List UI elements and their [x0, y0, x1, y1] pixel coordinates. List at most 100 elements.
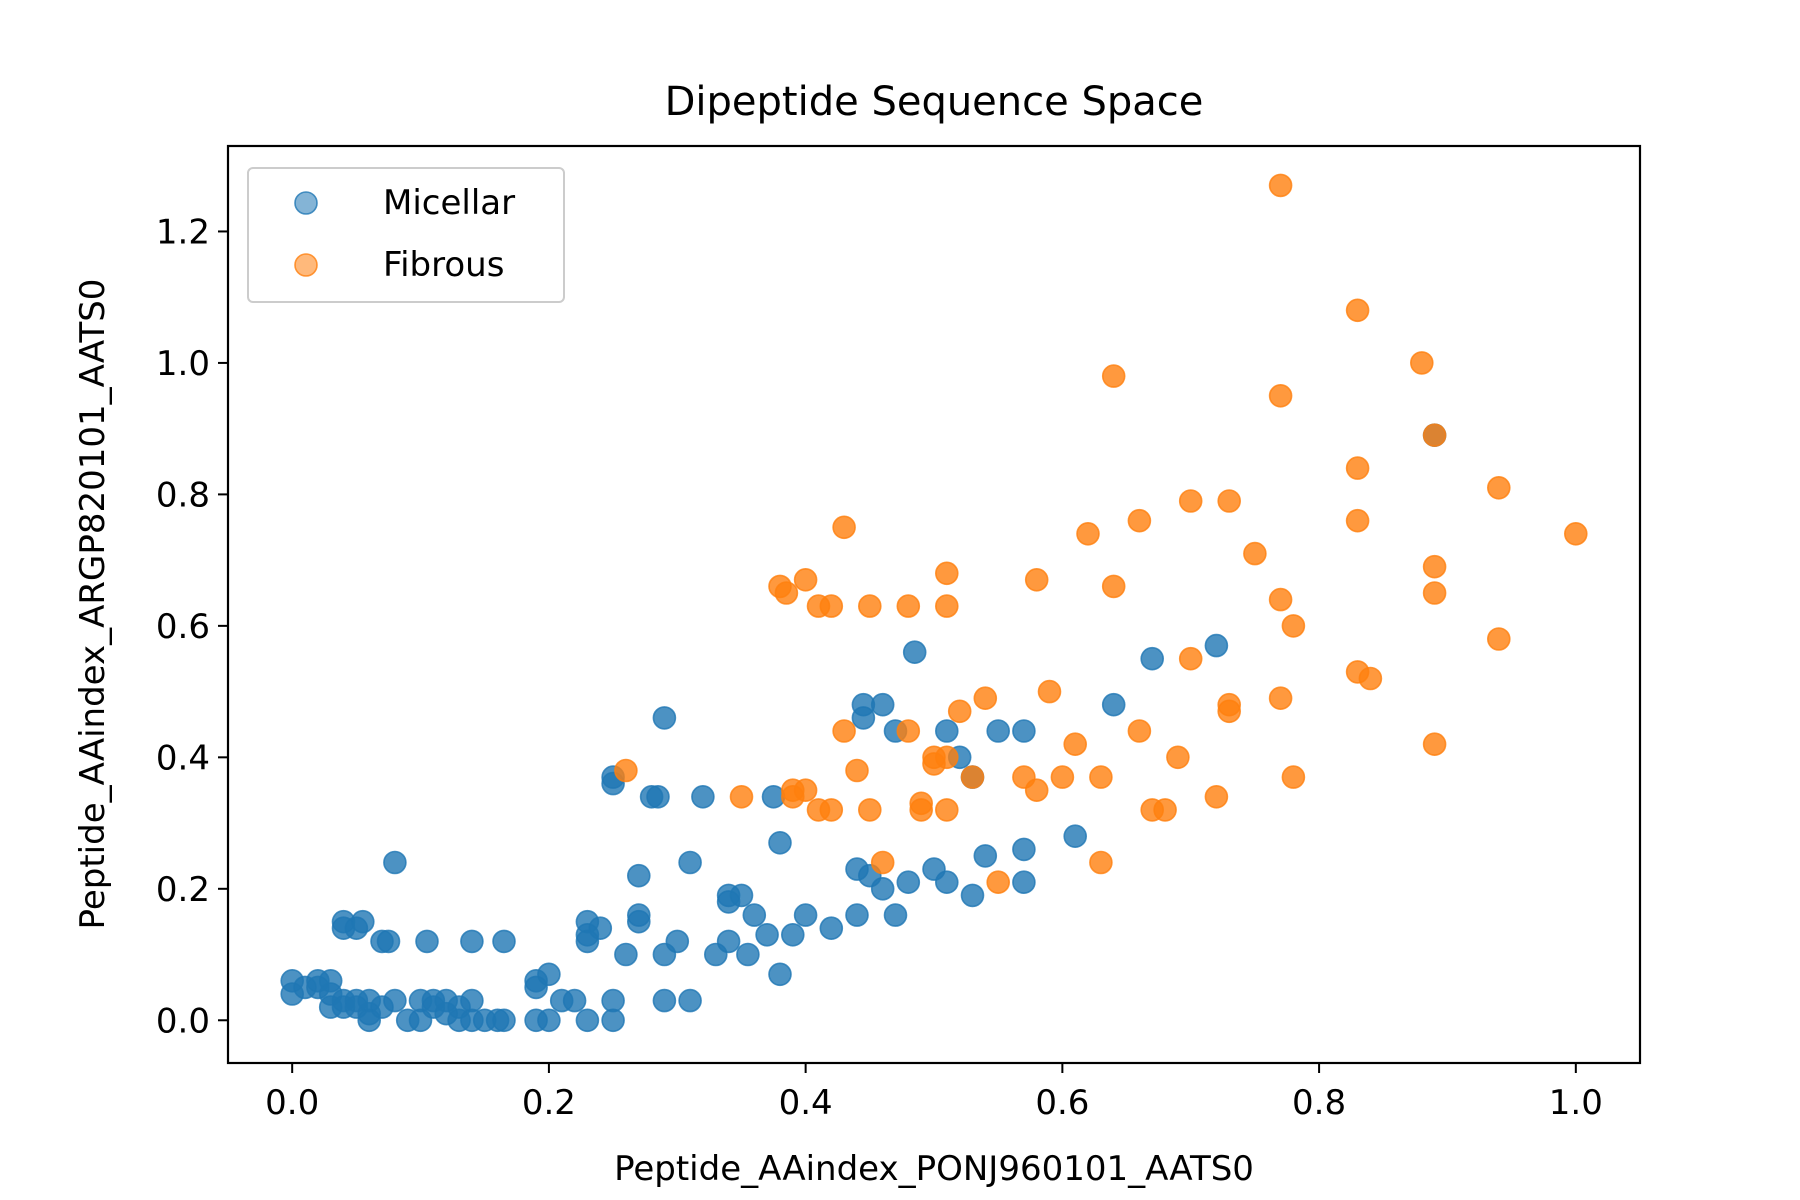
point-fibrous-17	[870, 850, 895, 875]
point-fibrous-51	[1217, 489, 1241, 513]
point-fibrous-42	[1101, 574, 1126, 599]
point-micellar-47	[562, 988, 587, 1013]
point-fibrous-40	[1089, 850, 1113, 875]
y-tick-label: 0.8	[156, 475, 210, 515]
point-fibrous-59	[1281, 614, 1306, 638]
legend-marker-micellar	[294, 191, 318, 215]
point-fibrous-26	[934, 745, 959, 770]
point-micellar-53	[601, 1008, 625, 1033]
point-micellar-35	[460, 988, 484, 1013]
point-micellar-60	[626, 903, 651, 927]
point-fibrous-3	[774, 581, 799, 605]
point-fibrous-39	[1089, 765, 1113, 789]
point-micellar-62	[646, 784, 670, 809]
x-tick-label: 1.0	[1549, 1083, 1603, 1123]
y-tick-label: 0.4	[156, 738, 210, 778]
point-fibrous-13	[832, 719, 856, 743]
point-fibrous-25	[934, 594, 959, 618]
point-micellar-81	[780, 922, 805, 947]
point-fibrous-30	[973, 686, 998, 711]
point-micellar-52	[588, 916, 613, 941]
point-fibrous-47	[1166, 745, 1190, 770]
legend-label-micellar: Micellar	[383, 183, 515, 223]
point-fibrous-49	[1178, 646, 1203, 671]
point-fibrous-11	[819, 798, 844, 822]
point-micellar-108	[1140, 646, 1164, 671]
point-fibrous-36	[1050, 765, 1075, 789]
point-micellar-102	[986, 719, 1011, 743]
point-micellar-77	[755, 922, 779, 947]
point-micellar-73	[716, 929, 741, 954]
point-micellar-66	[665, 929, 690, 954]
point-fibrous-72	[1487, 627, 1511, 651]
y-tick-label: 1.0	[156, 344, 210, 384]
point-fibrous-35	[1037, 679, 1062, 704]
point-fibrous-48	[1178, 489, 1203, 513]
point-micellar-93	[896, 870, 921, 895]
chart-title: Dipeptide Sequence Space	[665, 79, 1204, 125]
y-axis-label: Peptide_AAindex_ARGP820101_AATS0	[73, 279, 113, 930]
x-axis-ticks: 0.0 0.2 0.4 0.6 0.8 1.0	[265, 1063, 1603, 1123]
legend-box	[247, 167, 565, 303]
point-fibrous-70	[1422, 732, 1447, 757]
point-micellar-67	[678, 850, 702, 875]
point-fibrous-57	[1268, 587, 1293, 612]
data-points	[280, 173, 1588, 1033]
point-fibrous-73	[1564, 521, 1588, 546]
point-fibrous-37	[1063, 732, 1087, 757]
point-fibrous-15	[857, 594, 882, 618]
point-fibrous-28	[947, 699, 972, 724]
point-micellar-63	[652, 988, 677, 1013]
point-fibrous-27	[934, 798, 959, 822]
point-micellar-80	[768, 962, 792, 987]
point-fibrous-60	[1281, 765, 1306, 789]
point-micellar-109	[1204, 633, 1229, 658]
point-fibrous-31	[986, 870, 1011, 895]
x-tick-label: 0.0	[265, 1083, 319, 1123]
point-micellar-100	[960, 883, 985, 908]
point-fibrous-65	[1358, 666, 1383, 691]
point-fibrous-19	[896, 594, 921, 618]
point-micellar-48	[575, 1008, 600, 1033]
point-fibrous-29	[960, 765, 985, 789]
point-fibrous-16	[857, 798, 882, 822]
y-tick-label: 1.2	[156, 212, 210, 252]
point-fibrous-56	[1268, 383, 1293, 408]
point-fibrous-46	[1153, 798, 1177, 822]
point-fibrous-58	[1268, 686, 1293, 711]
y-tick-label: 0.6	[156, 607, 210, 647]
point-micellar-84	[845, 903, 869, 927]
point-micellar-75	[736, 942, 760, 967]
legend-marker-fibrous	[294, 253, 318, 277]
point-micellar-103	[1012, 719, 1036, 743]
point-micellar-91	[883, 903, 908, 927]
point-micellar-36	[460, 929, 484, 954]
point-micellar-21	[376, 929, 401, 954]
point-micellar-22	[383, 988, 407, 1013]
point-micellar-65	[652, 706, 677, 730]
point-micellar-79	[768, 830, 792, 855]
point-fibrous-21	[909, 798, 934, 822]
point-fibrous-68	[1422, 554, 1447, 579]
point-micellar-82	[793, 903, 818, 927]
point-micellar-94	[902, 640, 927, 665]
point-fibrous-67	[1422, 423, 1447, 448]
point-micellar-58	[626, 863, 651, 888]
point-micellar-104	[1012, 837, 1036, 862]
point-micellar-15	[350, 909, 375, 934]
point-micellar-44	[537, 1008, 561, 1033]
x-axis-label: Peptide_AAindex_PONJ960101_AATS0	[614, 1149, 1254, 1189]
point-fibrous-34	[1024, 778, 1049, 803]
point-micellar-107	[1101, 692, 1126, 717]
point-fibrous-38	[1076, 521, 1100, 546]
point-fibrous-55	[1268, 173, 1293, 198]
point-fibrous-62	[1345, 456, 1370, 480]
point-fibrous-33	[1024, 567, 1049, 592]
point-micellar-68	[678, 988, 702, 1013]
point-micellar-87	[851, 706, 876, 730]
point-micellar-90	[870, 876, 895, 901]
y-tick-label: 0.0	[156, 1001, 210, 1041]
point-fibrous-69	[1422, 581, 1447, 605]
plot-area-frame	[226, 144, 1642, 1065]
point-fibrous-7	[793, 778, 818, 803]
